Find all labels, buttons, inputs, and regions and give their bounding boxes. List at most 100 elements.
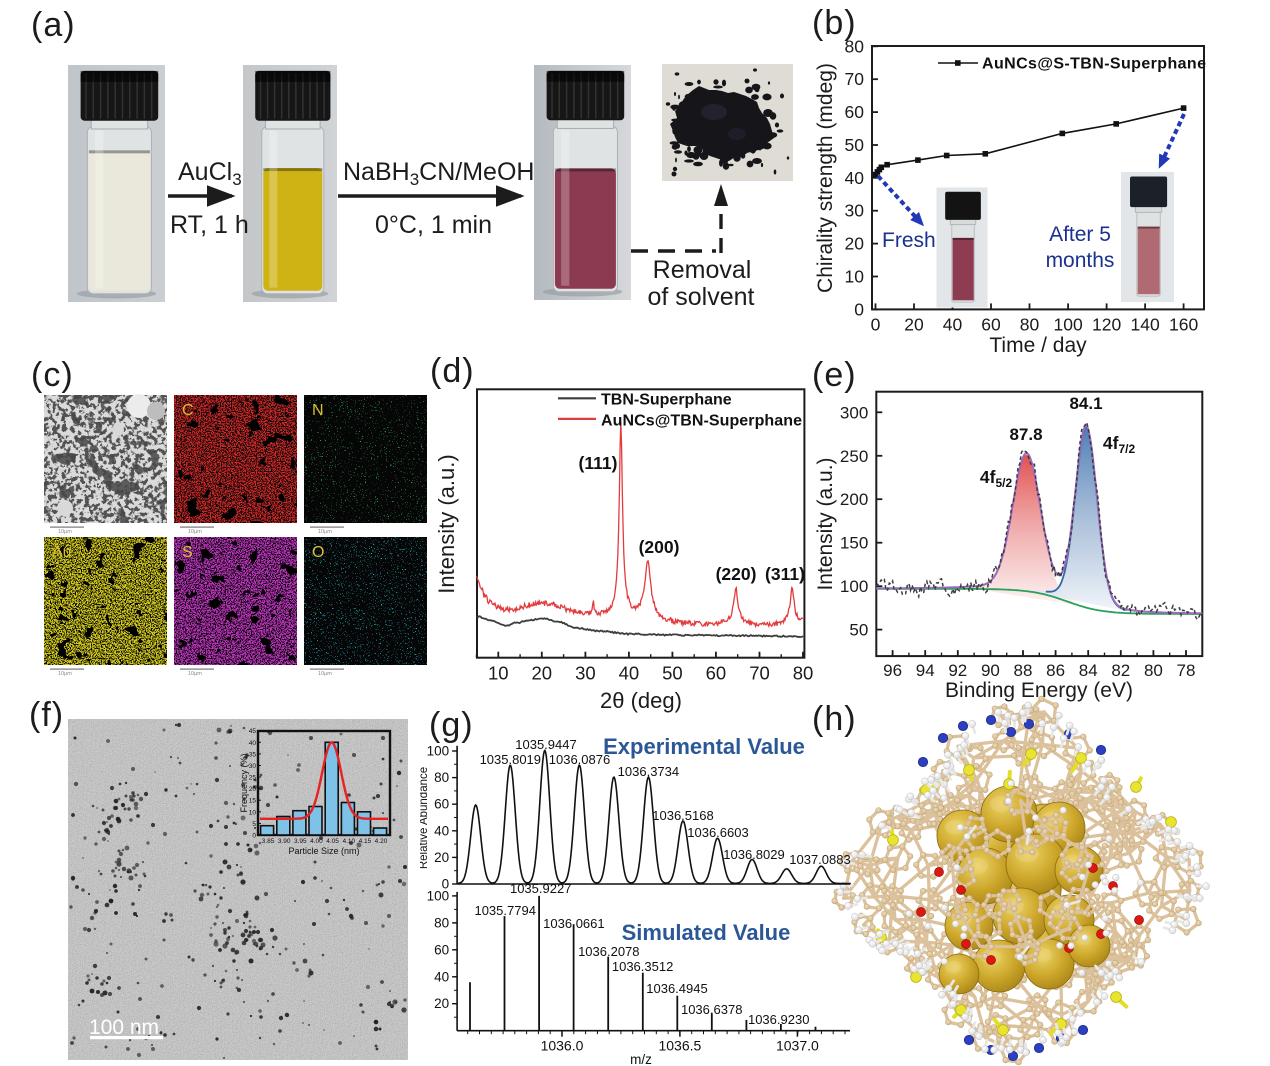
svg-text:1035.7794: 1035.7794 bbox=[474, 903, 535, 918]
svg-text:10µm: 10µm bbox=[318, 671, 332, 677]
svg-text:0: 0 bbox=[442, 877, 450, 892]
svg-text:5: 5 bbox=[252, 821, 256, 828]
svg-text:92: 92 bbox=[948, 661, 967, 680]
svg-text:Chirality strength (mdeg): Chirality strength (mdeg) bbox=[814, 63, 837, 293]
svg-text:100: 100 bbox=[1053, 314, 1082, 334]
svg-text:88: 88 bbox=[1014, 661, 1033, 680]
svg-text:60: 60 bbox=[434, 797, 449, 812]
svg-text:10µm: 10µm bbox=[58, 671, 72, 677]
svg-text:Experimental Value: Experimental Value bbox=[603, 734, 805, 759]
svg-text:60: 60 bbox=[845, 102, 865, 122]
svg-text:70: 70 bbox=[749, 663, 770, 684]
svg-text:4.20: 4.20 bbox=[375, 838, 388, 845]
svg-text:40: 40 bbox=[619, 663, 640, 684]
svg-text:0°C, 1 min: 0°C, 1 min bbox=[375, 211, 492, 239]
svg-text:C: C bbox=[182, 402, 194, 419]
svg-text:15: 15 bbox=[249, 798, 257, 805]
svg-text:84: 84 bbox=[1079, 661, 1098, 680]
svg-text:10: 10 bbox=[845, 267, 865, 287]
svg-text:1036.9230: 1036.9230 bbox=[748, 1012, 809, 1027]
svg-text:70: 70 bbox=[845, 69, 865, 89]
svg-text:30: 30 bbox=[249, 763, 257, 770]
svg-text:1036.4945: 1036.4945 bbox=[646, 981, 707, 996]
svg-text:20: 20 bbox=[845, 234, 865, 254]
svg-text:10: 10 bbox=[249, 809, 257, 816]
svg-text:(220): (220) bbox=[716, 564, 757, 584]
svg-text:10µm: 10µm bbox=[188, 529, 202, 535]
svg-text:40: 40 bbox=[943, 314, 963, 334]
svg-text:10µm: 10µm bbox=[318, 529, 332, 535]
svg-text:0: 0 bbox=[871, 314, 881, 334]
svg-text:4.05: 4.05 bbox=[326, 838, 339, 845]
svg-text:2θ (deg): 2θ (deg) bbox=[600, 688, 682, 713]
svg-text:1037.0883: 1037.0883 bbox=[789, 852, 850, 867]
svg-text:NaBH3CN/MeOH: NaBH3CN/MeOH bbox=[343, 158, 534, 189]
svg-text:months: months bbox=[1046, 249, 1115, 272]
svg-text:1036.6378: 1036.6378 bbox=[681, 1002, 742, 1017]
svg-text:After 5: After 5 bbox=[1049, 223, 1111, 246]
svg-text:10: 10 bbox=[488, 663, 509, 684]
svg-text:120: 120 bbox=[1092, 314, 1121, 334]
svg-text:Au: Au bbox=[52, 544, 72, 561]
svg-text:0: 0 bbox=[252, 833, 256, 840]
svg-text:RT, 1 h: RT, 1 h bbox=[170, 211, 249, 239]
svg-text:1037.0: 1037.0 bbox=[776, 1038, 819, 1054]
svg-text:Intensity (a.u.): Intensity (a.u.) bbox=[814, 457, 837, 590]
svg-text:1036.5168: 1036.5168 bbox=[652, 808, 713, 823]
svg-text:S: S bbox=[182, 544, 193, 561]
svg-text:4.10: 4.10 bbox=[342, 838, 355, 845]
svg-text:160: 160 bbox=[1169, 314, 1198, 334]
svg-text:40: 40 bbox=[434, 969, 449, 984]
svg-text:100 nm: 100 nm bbox=[89, 1016, 159, 1039]
svg-text:(111): (111) bbox=[579, 453, 618, 473]
svg-text:80: 80 bbox=[434, 915, 449, 930]
svg-text:40: 40 bbox=[845, 168, 865, 188]
svg-text:80: 80 bbox=[1020, 314, 1040, 334]
svg-text:1035.8019: 1035.8019 bbox=[480, 752, 541, 767]
svg-text:40: 40 bbox=[434, 823, 449, 838]
svg-text:1035.9227: 1035.9227 bbox=[510, 881, 571, 896]
svg-text:20: 20 bbox=[249, 786, 257, 793]
svg-text:20: 20 bbox=[532, 663, 553, 684]
svg-text:78: 78 bbox=[1177, 661, 1196, 680]
svg-text:TBN-Superphane: TBN-Superphane bbox=[601, 392, 732, 409]
svg-text:1036.0876: 1036.0876 bbox=[549, 752, 610, 767]
svg-text:O: O bbox=[312, 544, 324, 561]
svg-text:3.95: 3.95 bbox=[294, 838, 307, 845]
svg-text:of solvent: of solvent bbox=[647, 283, 754, 311]
svg-text:Simulated Value: Simulated Value bbox=[622, 920, 791, 945]
svg-text:86: 86 bbox=[1046, 661, 1065, 680]
svg-text:m/z: m/z bbox=[630, 1052, 652, 1066]
svg-text:(200): (200) bbox=[639, 537, 680, 557]
svg-text:Relative Abundance: Relative Abundance bbox=[420, 767, 430, 869]
svg-text:30: 30 bbox=[845, 201, 865, 221]
svg-text:Removal: Removal bbox=[653, 256, 752, 284]
svg-text:20: 20 bbox=[434, 996, 449, 1011]
svg-text:200: 200 bbox=[840, 490, 868, 509]
svg-text:(311): (311) bbox=[765, 564, 805, 584]
svg-text:60: 60 bbox=[434, 942, 449, 957]
svg-text:84.1: 84.1 bbox=[1069, 394, 1102, 413]
svg-text:1036.5: 1036.5 bbox=[658, 1038, 701, 1054]
svg-text:Intensity (a.u.): Intensity (a.u.) bbox=[434, 454, 459, 593]
svg-text:82: 82 bbox=[1111, 661, 1130, 680]
svg-text:60: 60 bbox=[706, 663, 727, 684]
svg-text:50: 50 bbox=[849, 621, 868, 640]
svg-text:150: 150 bbox=[840, 534, 868, 553]
svg-text:300: 300 bbox=[840, 403, 868, 422]
svg-text:1036.0661: 1036.0661 bbox=[543, 916, 604, 931]
svg-text:50: 50 bbox=[845, 135, 865, 155]
svg-text:80: 80 bbox=[845, 36, 865, 56]
svg-text:35: 35 bbox=[249, 751, 257, 758]
svg-text:AuNCs@S-TBN-Superphane: AuNCs@S-TBN-Superphane bbox=[982, 56, 1206, 73]
svg-text:N: N bbox=[312, 402, 324, 419]
svg-text:4f7/2: 4f7/2 bbox=[1103, 433, 1136, 456]
svg-text:4.00: 4.00 bbox=[310, 838, 323, 845]
svg-text:4.15: 4.15 bbox=[359, 838, 372, 845]
svg-text:20: 20 bbox=[904, 314, 924, 334]
svg-text:Particle Size (nm): Particle Size (nm) bbox=[288, 846, 359, 856]
svg-text:80: 80 bbox=[1144, 661, 1163, 680]
svg-text:Frequency (%): Frequency (%) bbox=[239, 753, 249, 812]
svg-text:10µm: 10µm bbox=[58, 529, 72, 535]
svg-text:1036.3734: 1036.3734 bbox=[618, 764, 679, 779]
